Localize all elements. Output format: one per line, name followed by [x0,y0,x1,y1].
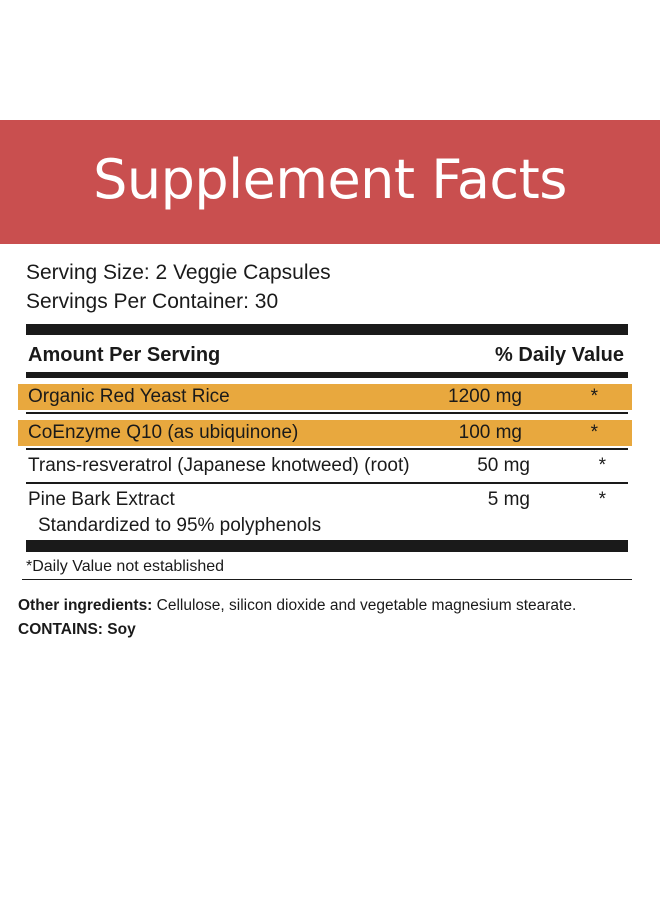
thick-divider-header [26,372,628,378]
table-row: Trans-resveratrol (Japanese knotweed) (r… [26,452,628,480]
ingredient-amount: 100 mg [458,422,522,443]
ingredient-name: CoEnzyme Q10 (as ubiquinone) [28,422,299,443]
thick-divider-bottom [26,540,628,552]
daily-value-heading: % Daily Value [495,344,624,366]
ingredient-amount: 1200 mg [448,386,522,407]
contains-label: CONTAINS: Soy [18,621,136,638]
amount-per-serving-heading: Amount Per Serving [28,344,221,366]
table-row: CoEnzyme Q10 (as ubiquinone) 100 mg * [18,420,632,446]
ingredient-subtext: Standardized to 95% polyphenols [38,515,322,536]
supplement-facts-panel: Serving Size: 2 Veggie Capsules Servings… [18,258,632,580]
row-divider [26,412,628,414]
table-row: Pine Bark Extract Standardized to 95% po… [26,486,628,540]
daily-value-footnote: *Daily Value not established [26,558,225,575]
other-ingredients-block: Other ingredients: Cellulose, silicon di… [18,594,576,642]
other-ingredients-line: Other ingredients: Cellulose, silicon di… [18,594,576,618]
daily-value: * [590,422,598,443]
ingredient-amount: 5 mg [487,489,530,510]
table-row: Organic Red Yeast Rice 1200 mg * [18,384,632,410]
ingredient-name: Pine Bark Extract [28,489,175,510]
ingredient-name: Organic Red Yeast Rice [28,386,230,407]
row-divider [26,482,628,484]
supplement-facts-banner: Supplement Facts [0,120,660,244]
daily-value: * [590,386,598,407]
banner-title: Supplement Facts [93,147,567,211]
serving-size: Serving Size: 2 Veggie Capsules [26,261,331,284]
daily-value: * [598,489,606,510]
ingredient-name: Trans-resveratrol (Japanese knotweed) (r… [28,455,410,476]
ingredient-amount: 50 mg [477,455,530,476]
contains-line: CONTAINS: Soy [18,618,576,642]
footnote-rule [22,579,632,580]
other-ingredients-label: Other ingredients: [18,597,153,614]
table-header: Amount Per Serving % Daily Value [26,338,628,372]
other-ingredients-text: Cellulose, silicon dioxide and vegetable… [152,597,577,614]
daily-value: * [598,455,606,476]
row-divider [26,448,628,450]
thick-divider-top [26,324,628,335]
servings-per-container: Servings Per Container: 30 [26,290,279,313]
